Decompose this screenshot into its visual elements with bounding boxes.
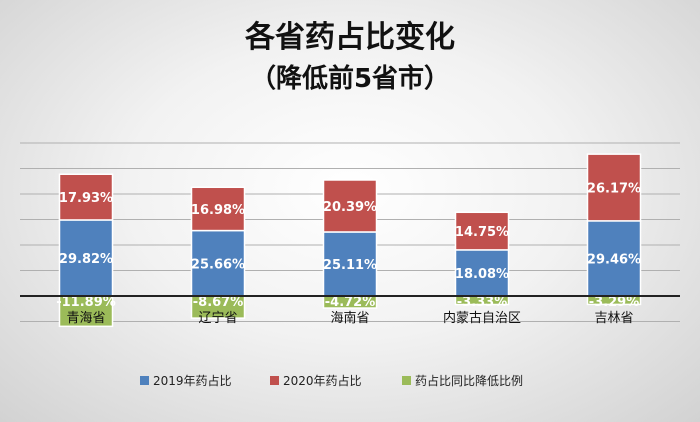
category-label: 吉林省	[594, 311, 633, 326]
data-label-2019: 25.66%	[191, 257, 245, 272]
bar-2020	[586, 153, 642, 222]
data-label-2020: 20.39%	[323, 200, 377, 215]
legend-label: 2019年药占比	[153, 373, 232, 388]
legend-label: 药占比同比降低比例	[415, 373, 523, 388]
data-label-2020: 26.17%	[587, 182, 641, 197]
bars	[58, 153, 642, 328]
bar-2020	[454, 211, 510, 251]
bar-2020	[322, 179, 378, 233]
data-label-reduction: -3.29%	[589, 295, 640, 310]
legend-swatch	[402, 376, 411, 385]
data-label-2019: 29.82%	[59, 252, 113, 267]
data-labels: 29.82% 17.93% -11.89% 25.66% 16.98% -8.67% 25.…	[56, 182, 641, 310]
category-labels: 青海省 辽宁省 海南省 内蒙古自治区 吉林省	[66, 310, 633, 326]
data-label-reduction: -3.33%	[457, 295, 508, 310]
data-label-2020: 17.93%	[59, 191, 113, 206]
bar-2019	[454, 249, 510, 297]
category-label: 内蒙古自治区	[443, 310, 521, 326]
data-label-reduction: -8.67%	[193, 295, 244, 310]
bar-2020	[58, 173, 114, 221]
legend-swatch	[140, 376, 149, 385]
category-label: 辽宁省	[198, 310, 237, 326]
data-label-2020: 14.75%	[455, 225, 509, 240]
data-label-reduction: -4.72%	[325, 295, 376, 310]
category-label: 青海省	[66, 311, 105, 326]
data-label-2019: 29.46%	[587, 252, 641, 267]
data-label-2020: 16.98%	[191, 203, 245, 218]
bar-reduction	[58, 295, 114, 328]
data-label-2019: 25.11%	[323, 258, 377, 273]
bar-2020	[190, 186, 246, 232]
category-label: 海南省	[330, 310, 369, 326]
legend-swatch	[270, 376, 279, 385]
chart-subtitle: （降低前5省市）	[250, 63, 450, 94]
chart-title: 各省药占比变化	[244, 20, 455, 55]
bar-2019	[322, 231, 378, 297]
data-label-reduction: -11.89%	[56, 295, 116, 310]
legend-label: 2020年药占比	[283, 373, 362, 388]
legend: 2019年药占比 2020年药占比 药占比同比降低比例	[140, 373, 523, 388]
data-label-2019: 18.08%	[455, 267, 509, 282]
